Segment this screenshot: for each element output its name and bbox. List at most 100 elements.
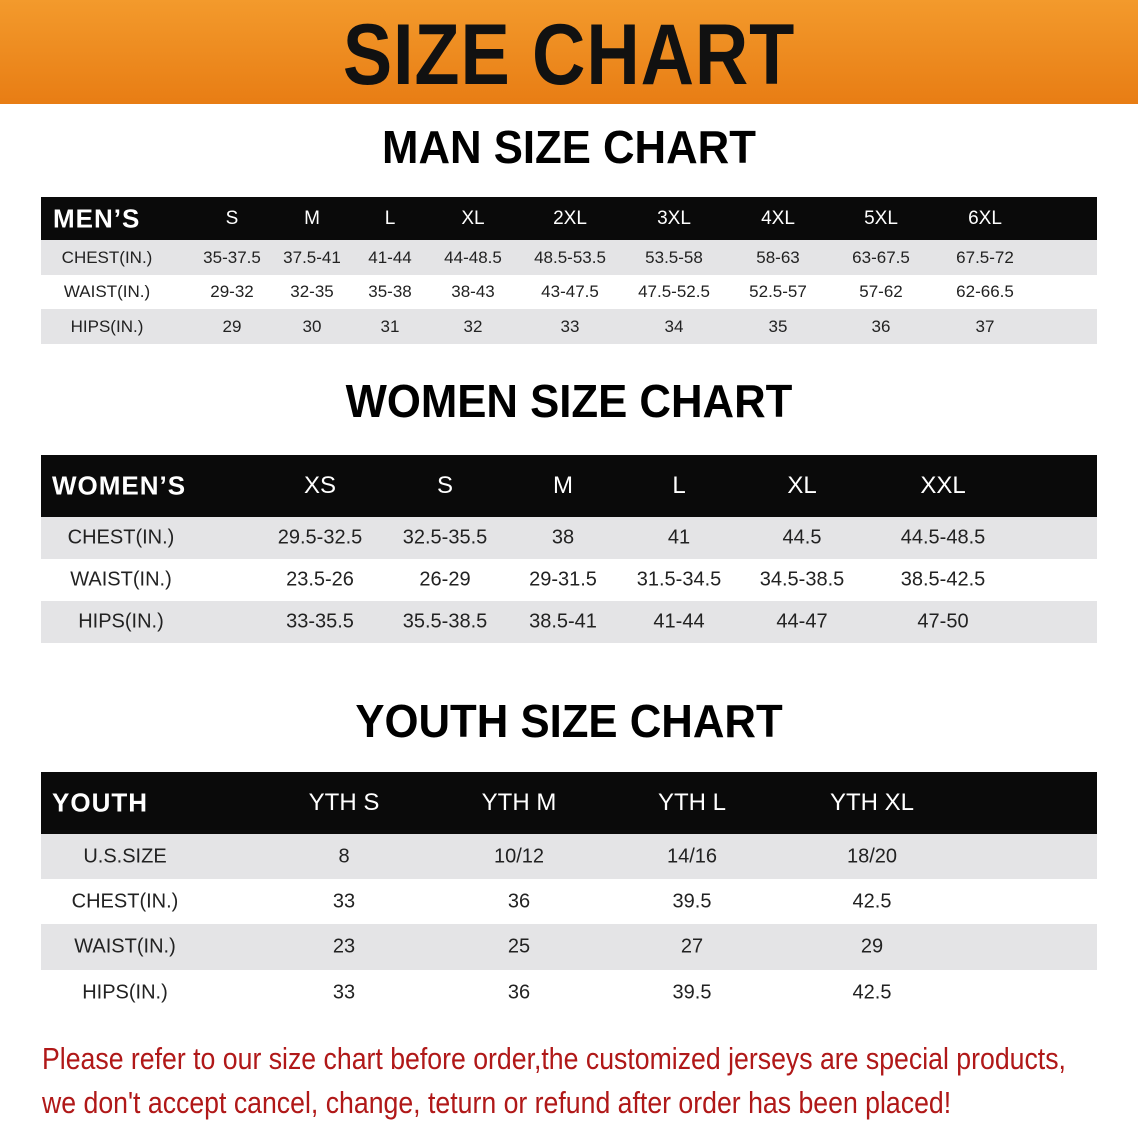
row-label: CHEST(IN.) (61, 247, 153, 267)
banner-title: SIZE CHART (342, 7, 796, 103)
size-header: YTH XL (829, 789, 915, 816)
table-cell: 23 (332, 935, 356, 958)
size-header: XL (461, 207, 485, 229)
table-row: CHEST(IN.) 29.5-32.5 32.5-35.5 38 41 44.5 44.5… (41, 517, 1097, 559)
title-banner: SIZE CHART (0, 0, 1138, 104)
table-cell: 30 (302, 316, 322, 336)
table-cell: 41-44 (653, 610, 705, 633)
table-cell: 8 (338, 845, 350, 867)
table-row: U.S.SIZE 8 10/12 14/16 18/20 (41, 834, 1097, 879)
table-cell: 41-44 (368, 247, 412, 267)
table-cell: 38-43 (451, 282, 495, 301)
size-header: S (436, 472, 454, 499)
table-cell: 33 (332, 890, 356, 912)
table-cell: 33 (332, 981, 356, 1003)
table-cell: 38 (551, 526, 575, 549)
table-row: WAIST(IN.) 29-32 32-35 35-38 38-43 43-47.5 47.… (41, 275, 1097, 309)
row-label: HIPS(IN.) (70, 316, 144, 336)
table-cell: 57-62 (859, 282, 903, 301)
women-header-label: WOMEN’S (52, 470, 187, 501)
table-cell: 25 (507, 935, 531, 958)
size-header: XL (787, 472, 817, 499)
row-label: WAIST(IN.) (70, 568, 172, 591)
table-cell: 44-47 (776, 610, 828, 633)
table-cell: 39.5 (672, 981, 712, 1003)
table-cell: 34.5-38.5 (759, 568, 845, 591)
men-header-label: MEN’S (53, 203, 141, 233)
size-header: YTH L (657, 789, 727, 816)
size-header: L (384, 207, 396, 229)
table-cell: 58-63 (756, 247, 800, 267)
table-cell: 29-32 (210, 282, 254, 301)
table-cell: 48.5-53.5 (534, 247, 606, 267)
size-header: YTH M (481, 789, 557, 816)
table-cell: 31 (380, 316, 400, 336)
women-section-title: WOMEN SIZE CHART (345, 375, 793, 427)
table-cell: 10/12 (493, 845, 545, 867)
size-header: 6XL (968, 207, 1002, 229)
table-cell: 42.5 (852, 981, 892, 1003)
row-label: HIPS(IN.) (82, 981, 168, 1003)
table-cell: 29 (222, 316, 242, 336)
size-header: 3XL (657, 207, 691, 229)
table-cell: 35-38 (368, 282, 412, 301)
youth-header-row: YOUTH YTH S YTH M YTH L YTH XL (41, 772, 1097, 834)
notice-line-1: Please refer to our size chart before or… (42, 1041, 1066, 1076)
table-row: HIPS(IN.) 33 36 39.5 42.5 (41, 970, 1097, 1015)
table-cell: 63-67.5 (852, 247, 910, 267)
table-row: CHEST(IN.) 33 36 39.5 42.5 (41, 879, 1097, 924)
table-cell: 35 (768, 316, 788, 336)
table-cell: 14/16 (666, 845, 718, 867)
size-header: M (304, 207, 320, 229)
men-section-title: MAN SIZE CHART (382, 121, 756, 173)
row-label: WAIST(IN.) (63, 282, 151, 301)
table-cell: 67.5-72 (956, 247, 1014, 267)
table-cell: 35.5-38.5 (402, 610, 488, 633)
size-header: 5XL (864, 207, 898, 229)
table-cell: 52.5-57 (749, 282, 807, 301)
table-cell: 36 (507, 890, 531, 912)
table-cell: 32 (463, 316, 483, 336)
table-row: CHEST(IN.) 35-37.5 37.5-41 41-44 44-48.5 48.5… (41, 240, 1097, 275)
table-cell: 27 (680, 935, 704, 958)
size-header: S (225, 207, 239, 229)
table-row: HIPS(IN.) 29 30 31 32 33 34 35 36 37 (41, 309, 1097, 344)
size-header: YTH S (308, 789, 380, 816)
size-header: 2XL (553, 207, 587, 229)
table-cell: 33 (560, 316, 580, 336)
row-label: CHEST(IN.) (67, 526, 175, 549)
table-cell: 32.5-35.5 (402, 526, 488, 549)
table-cell: 42.5 (852, 890, 892, 912)
table-cell: 32-35 (290, 282, 334, 301)
table-row: WAIST(IN.) 23 25 27 29 (41, 924, 1097, 970)
size-header: XXL (920, 472, 966, 499)
table-cell: 26-29 (419, 568, 471, 591)
row-label: HIPS(IN.) (78, 610, 164, 633)
table-cell: 39.5 (672, 890, 712, 912)
women-header-row: WOMEN’S XS S M L XL XXL (41, 455, 1097, 517)
size-header: L (672, 472, 686, 499)
table-cell: 47.5-52.5 (638, 282, 710, 301)
table-cell: 35-37.5 (203, 247, 261, 267)
youth-section-title: YOUTH SIZE CHART (355, 695, 783, 747)
table-cell: 37.5-41 (283, 247, 341, 267)
table-cell: 43-47.5 (541, 282, 599, 301)
row-label: U.S.SIZE (83, 845, 167, 867)
table-cell: 18/20 (846, 845, 898, 867)
table-cell: 34 (664, 316, 684, 336)
table-cell: 29-31.5 (529, 568, 597, 591)
table-cell: 44.5-48.5 (900, 526, 986, 549)
table-cell: 36 (871, 316, 891, 336)
youth-header-label: YOUTH (52, 787, 148, 818)
table-row: HIPS(IN.) 33-35.5 35.5-38.5 38.5-41 41-44 44-… (41, 601, 1097, 643)
table-cell: 62-66.5 (956, 282, 1014, 301)
table-row: WAIST(IN.) 23.5-26 26-29 29-31.5 31.5-34.5 34… (41, 559, 1097, 601)
table-cell: 53.5-58 (645, 247, 703, 267)
table-cell: 41 (667, 526, 691, 549)
row-label: CHEST(IN.) (71, 890, 179, 912)
table-cell: 37 (975, 316, 995, 336)
table-cell: 23.5-26 (286, 568, 354, 591)
table-cell: 44.5 (782, 526, 822, 549)
size-header: M (553, 472, 573, 499)
table-cell: 38.5-42.5 (900, 568, 986, 591)
